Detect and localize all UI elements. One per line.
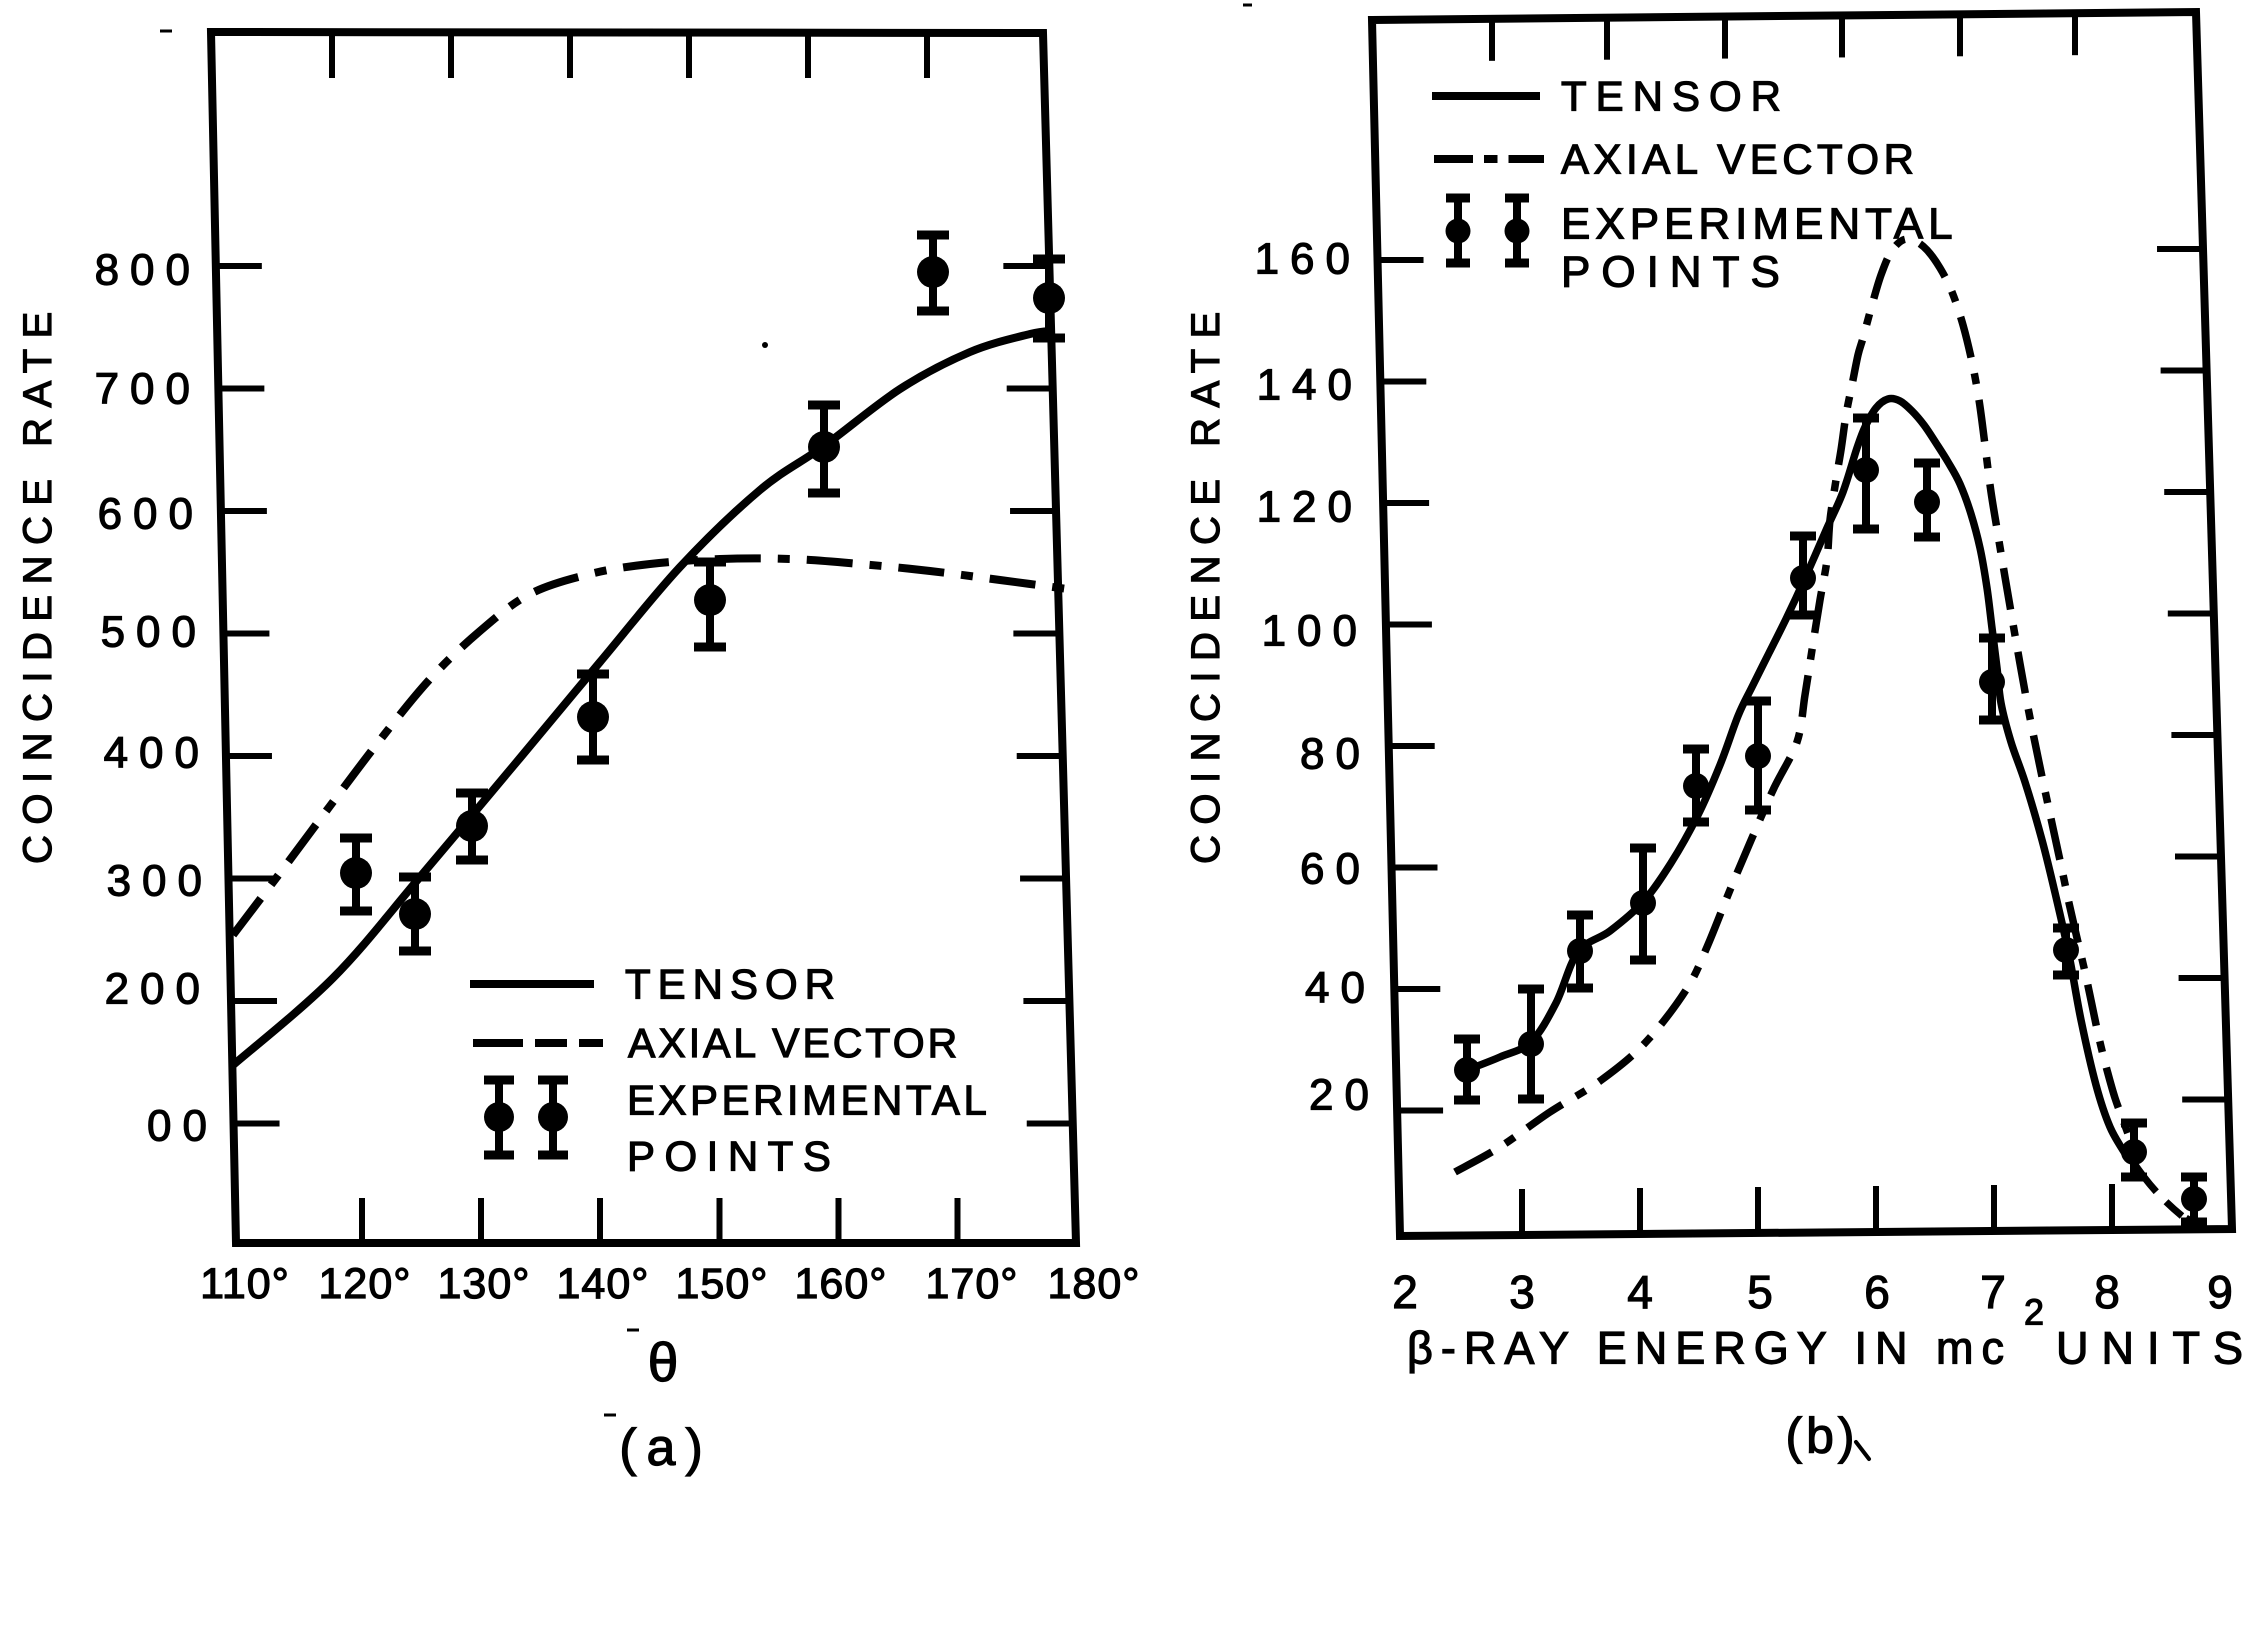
svg-text:180°: 180° — [1048, 1260, 1141, 1308]
svg-text:COINCIDENCE RATE: COINCIDENCE RATE — [1184, 301, 1228, 864]
svg-text:400: 400 — [104, 729, 210, 778]
svg-text:5: 5 — [1747, 1266, 1773, 1318]
svg-text:2: 2 — [2024, 1292, 2044, 1333]
svg-text:140: 140 — [1257, 361, 1363, 410]
svg-text:60: 60 — [1300, 845, 1371, 894]
svg-text:140°: 140° — [557, 1260, 650, 1308]
svg-text:3: 3 — [1509, 1266, 1535, 1318]
svg-text:9: 9 — [2207, 1266, 2233, 1318]
svg-text:20: 20 — [1309, 1071, 1380, 1120]
svg-text:120°: 120° — [319, 1260, 412, 1308]
svg-text:AXIAL VECTOR: AXIAL VECTOR — [1561, 136, 1918, 183]
svg-text:150°: 150° — [676, 1260, 769, 1308]
svg-text:200: 200 — [105, 965, 211, 1014]
svg-text:UNITS: UNITS — [2056, 1323, 2256, 1374]
svg-text:TENSOR: TENSOR — [1561, 73, 1790, 120]
svg-text:700: 700 — [95, 365, 201, 414]
svg-text:TENSOR: TENSOR — [625, 961, 842, 1008]
svg-text:POINTS: POINTS — [627, 1133, 840, 1180]
svg-text:β-RAY ENERGY IN mc: β-RAY ENERGY IN mc — [1407, 1323, 2012, 1374]
svg-text:170°: 170° — [926, 1260, 1019, 1308]
svg-text:100: 100 — [1262, 607, 1368, 656]
svg-text:120: 120 — [1257, 483, 1363, 532]
svg-text:8: 8 — [2094, 1266, 2120, 1318]
svg-text:00: 00 — [147, 1102, 218, 1151]
svg-text:800: 800 — [95, 246, 201, 295]
svg-text:110°: 110° — [200, 1260, 290, 1308]
svg-text:EXPERIMENTAL: EXPERIMENTAL — [1561, 200, 1958, 249]
svg-text:COINCIDENCE RATE: COINCIDENCE RATE — [16, 301, 60, 864]
svg-text:300: 300 — [107, 857, 213, 906]
svg-text:500: 500 — [101, 608, 207, 657]
svg-text:130°: 130° — [438, 1260, 531, 1308]
svg-text:4: 4 — [1627, 1266, 1653, 1318]
svg-text:AXIAL VECTOR: AXIAL VECTOR — [628, 1020, 960, 1066]
svg-text:(b): (b) — [1785, 1408, 1858, 1464]
svg-text:600: 600 — [98, 490, 204, 539]
svg-text:POINTS: POINTS — [1561, 248, 1791, 297]
svg-text:θ: θ — [648, 1331, 679, 1393]
svg-text:160: 160 — [1255, 235, 1361, 284]
svg-text:40: 40 — [1305, 964, 1376, 1013]
svg-text:(a): (a) — [619, 1419, 713, 1477]
svg-text:EXPERIMENTAL: EXPERIMENTAL — [627, 1077, 990, 1124]
svg-text:7: 7 — [1980, 1266, 2006, 1318]
svg-text:160°: 160° — [795, 1260, 888, 1308]
svg-text:2: 2 — [1392, 1266, 1418, 1318]
svg-text:6: 6 — [1864, 1266, 1890, 1318]
svg-text:80: 80 — [1300, 730, 1371, 779]
